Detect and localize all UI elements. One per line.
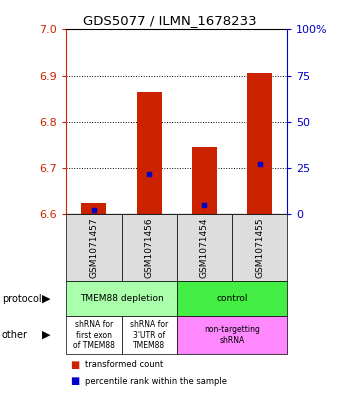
- Bar: [192, 147, 217, 214]
- Text: other: other: [2, 330, 28, 340]
- Bar: [247, 73, 272, 214]
- Text: ■: ■: [70, 360, 79, 370]
- Text: percentile rank within the sample: percentile rank within the sample: [85, 377, 227, 386]
- Text: control: control: [216, 294, 248, 303]
- Text: ■: ■: [70, 376, 79, 386]
- Text: shRNA for
first exon
of TMEM88: shRNA for first exon of TMEM88: [73, 320, 115, 350]
- Text: GSM1071454: GSM1071454: [200, 217, 209, 278]
- Text: GSM1071456: GSM1071456: [145, 217, 154, 278]
- Text: TMEM88 depletion: TMEM88 depletion: [80, 294, 164, 303]
- Text: GDS5077 / ILMN_1678233: GDS5077 / ILMN_1678233: [83, 14, 257, 27]
- Text: GSM1071457: GSM1071457: [89, 217, 98, 278]
- Text: transformed count: transformed count: [85, 360, 163, 369]
- Bar: [82, 203, 106, 214]
- Text: non-targetting
shRNA: non-targetting shRNA: [204, 325, 260, 345]
- Text: ▶: ▶: [42, 330, 50, 340]
- Text: GSM1071455: GSM1071455: [255, 217, 264, 278]
- Text: ▶: ▶: [42, 294, 50, 304]
- Bar: [137, 92, 162, 214]
- Text: shRNA for
3'UTR of
TMEM88: shRNA for 3'UTR of TMEM88: [130, 320, 168, 350]
- Text: protocol: protocol: [2, 294, 41, 304]
